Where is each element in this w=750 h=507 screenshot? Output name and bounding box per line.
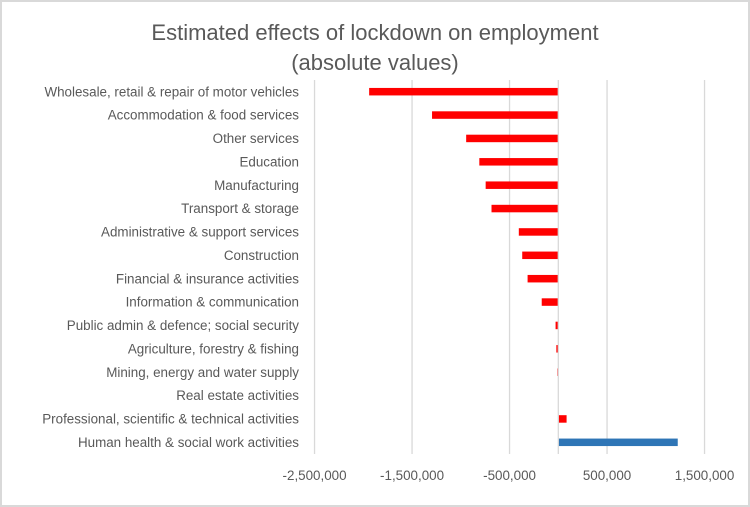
bar — [556, 345, 559, 353]
bar — [541, 298, 559, 306]
category-label: Accommodation & food services — [108, 108, 300, 123]
bar — [432, 111, 559, 119]
category-label: Education — [239, 154, 299, 169]
category-label: Manufacturing — [214, 178, 299, 193]
category-label: Mining, energy and water supply — [106, 365, 299, 380]
x-tick-label: 1,500,000 — [675, 468, 735, 483]
bar — [527, 274, 559, 283]
category-label: Financial & insurance activities — [116, 271, 299, 286]
x-tick-label: -500,000 — [483, 468, 536, 483]
gridlines — [313, 80, 706, 454]
x-tick-labels: -2,500,000 -1,500,000 -500,000 500,000 1,500… — [283, 468, 735, 483]
bar — [558, 438, 678, 447]
category-label: Wholesale, retail & repair of motor vehi… — [44, 84, 299, 99]
x-tick-label: 500,000 — [583, 468, 631, 483]
chart-title-line-2: (absolute values) — [291, 50, 459, 75]
bar — [369, 87, 559, 96]
bar — [518, 228, 559, 236]
bar — [558, 415, 567, 423]
x-tick-label: -2,500,000 — [283, 468, 347, 483]
category-label: Real estate activities — [176, 388, 299, 403]
category-label: Agriculture, forestry & fishing — [128, 341, 299, 356]
bar — [479, 158, 559, 166]
bar — [485, 181, 559, 189]
bar — [522, 251, 559, 260]
bar — [466, 134, 559, 143]
category-label: Human health & social work activities — [78, 435, 299, 450]
chart-title-line-1: Estimated effects of lockdown on employm… — [151, 20, 598, 45]
category-label: Information & communication — [126, 295, 299, 310]
bar — [491, 204, 559, 213]
bars — [369, 87, 678, 447]
category-label: Other services — [213, 131, 300, 146]
category-labels: Wholesale, retail & repair of motor vehi… — [42, 84, 299, 450]
category-label: Construction — [224, 248, 299, 263]
category-label: Public admin & defence; social security — [67, 318, 300, 333]
category-label: Administrative & support services — [101, 225, 299, 240]
bar — [555, 321, 559, 330]
category-label: Professional, scientific & technical act… — [42, 412, 299, 427]
category-label: Transport & storage — [181, 201, 299, 216]
x-tick-label: -1,500,000 — [380, 468, 444, 483]
